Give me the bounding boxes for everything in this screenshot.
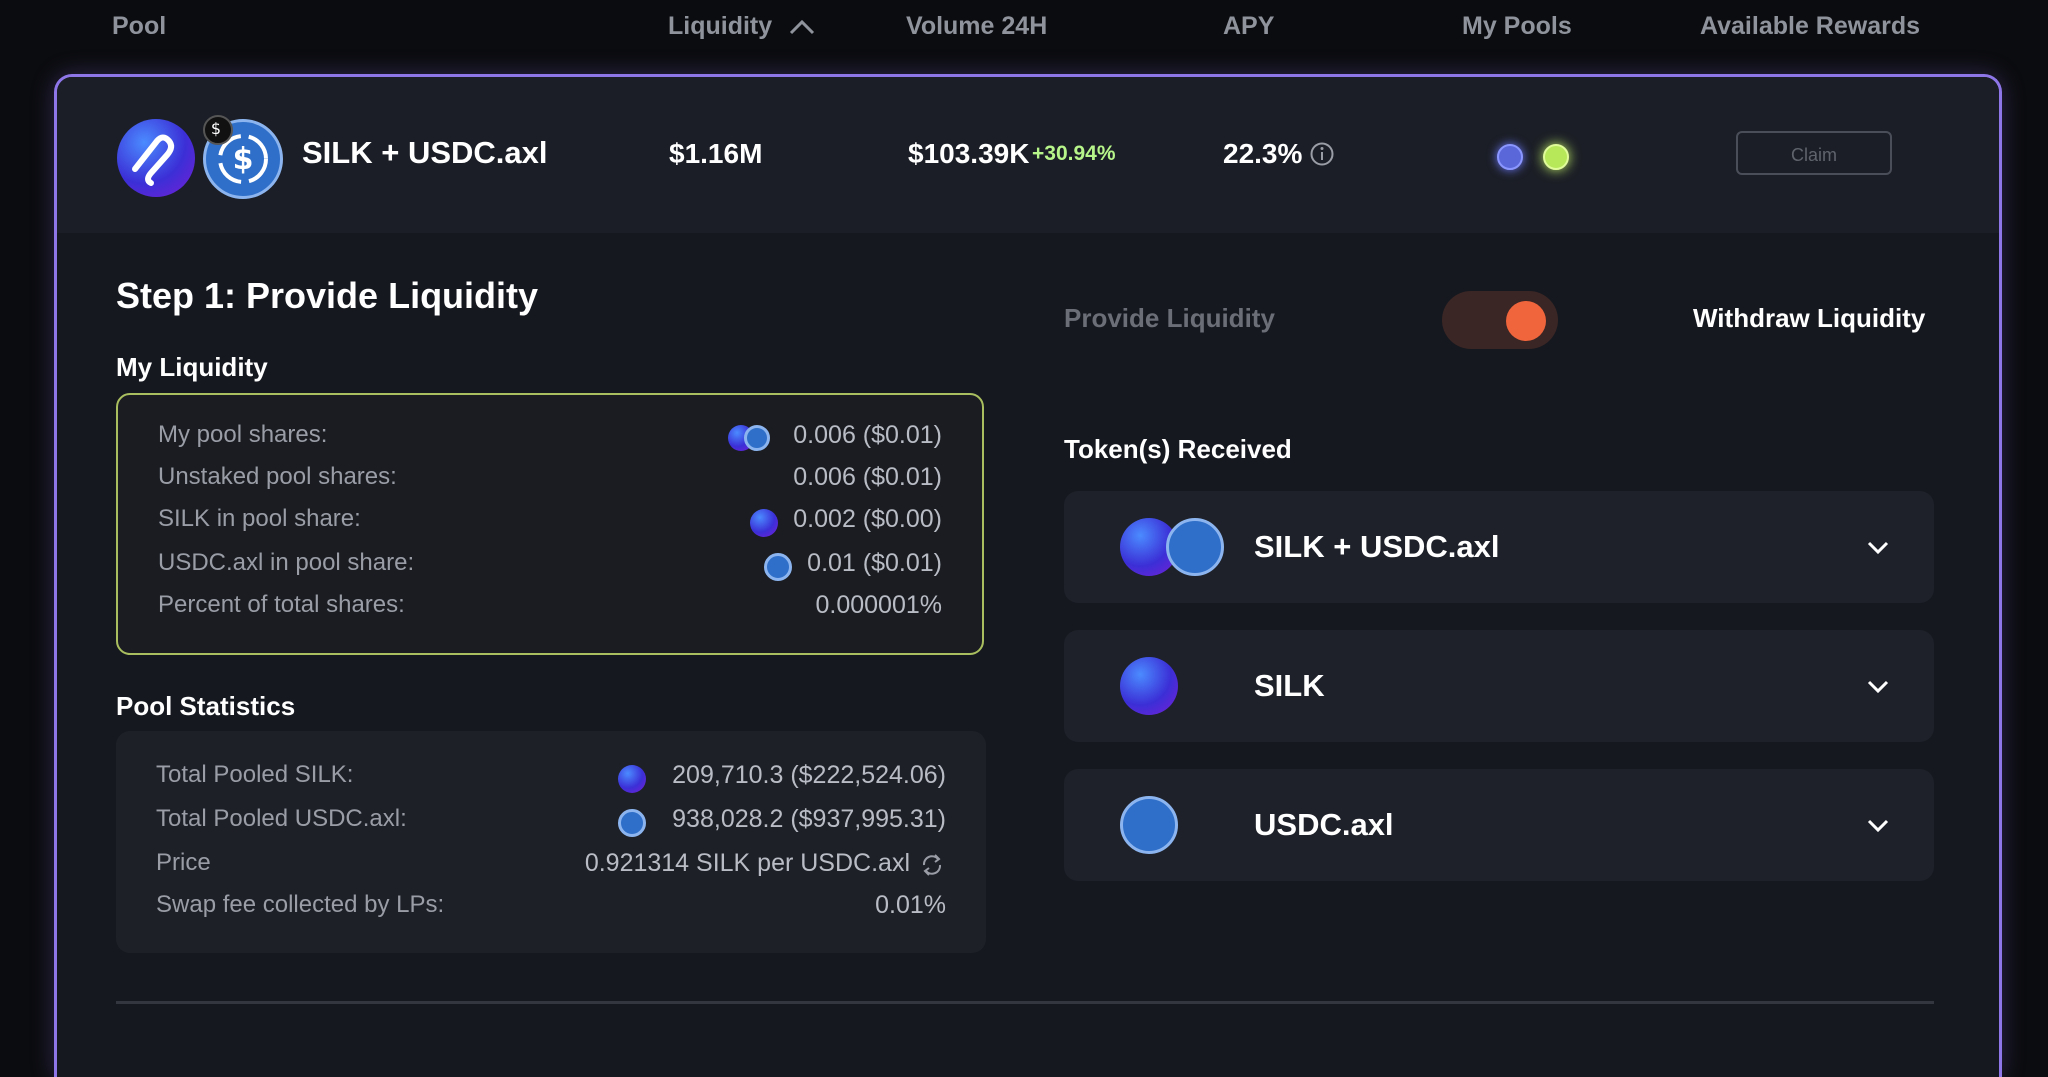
usdc-token-icon [618,809,646,837]
usdc-token-icon [744,425,770,451]
pool-apy: 22.3% [1223,138,1303,169]
silk-in-pool-value: 0.002 ($0.00) [793,505,942,533]
swap-price-icon[interactable] [918,851,946,879]
my-liquidity-box: My pool shares: 0.006 ($0.01) Unstaked p… [116,393,984,655]
axelar-badge-icon: $ [203,115,233,145]
token-name: SILK [1254,668,1325,703]
total-pooled-silk-value: 209,710.3 ($222,524.06) [672,761,946,789]
total-pooled-usdc-label: Total Pooled USDC.axl: [156,805,407,832]
header-apy[interactable]: APY [1223,12,1275,40]
usdc-token-icon [764,553,792,581]
sort-ascending-icon[interactable] [788,16,816,38]
percent-total-shares-value: 0.000001% [815,591,942,619]
silk-token-icon [750,509,778,537]
my-pool-shares-value: 0.006 ($0.01) [793,421,942,449]
pool-name: SILK + USDC.axl [302,135,548,170]
swap-fee-label: Swap fee collected by LPs: [156,891,445,918]
usdc-token-icon: $ [203,119,283,199]
header-available-rewards[interactable]: Available Rewards [1700,12,1921,40]
table-header: Pool Liquidity Volume 24H APY My Pools A… [0,0,2048,56]
unstaked-pool-shares-label: Unstaked pool shares: [158,463,397,490]
total-pooled-usdc-value: 938,028.2 ($937,995.31) [672,805,946,833]
price-value: 0.921314 SILK per USDC.axl [584,849,910,877]
pool-statistics-title: Pool Statistics [116,691,296,721]
svg-text:$: $ [233,142,254,177]
pool-liquidity: $1.16M [669,138,763,169]
info-icon[interactable] [1309,141,1335,167]
my-pools-indicator-blue [1497,144,1523,170]
volume-change: +30.94% [1032,142,1116,165]
my-pools-indicator-green [1543,144,1569,170]
pool-statistics-box: Total Pooled SILK: 209,710.3 ($222,524.0… [116,731,986,953]
silk-token-icon [117,119,195,197]
token-name: SILK + USDC.axl [1254,529,1500,564]
toggle-knob [1506,301,1546,341]
swap-fee-value: 0.01% [875,891,946,919]
my-liquidity-title: My Liquidity [116,352,268,382]
provide-liquidity-label[interactable]: Provide Liquidity [1064,303,1275,333]
header-volume[interactable]: Volume 24H [906,12,1048,40]
price-label: Price [156,849,211,876]
claim-button[interactable]: Claim [1736,131,1892,175]
silk-token-icon [618,765,646,793]
liquidity-mode-toggle[interactable] [1442,291,1558,349]
pool-volume: $103.39K [908,138,1030,169]
svg-text:$: $ [211,119,221,138]
chevron-down-icon[interactable] [1864,813,1892,837]
usdc-in-pool-value: 0.01 ($0.01) [807,549,942,577]
usdc-token-icon [1166,518,1224,576]
header-pool: Pool [112,12,167,40]
usdc-token-icon [1120,796,1178,854]
token-name: USDC.axl [1254,807,1394,842]
token-received-item[interactable]: SILK [1064,630,1934,742]
unstaked-pool-shares-value: 0.006 ($0.01) [793,463,942,491]
token-received-item[interactable]: SILK + USDC.axl [1064,491,1934,603]
withdraw-liquidity-label[interactable]: Withdraw Liquidity [1693,303,1926,333]
pool-card: $ $ SILK + USDC.axl $1.16M $103.39K +30.… [54,74,2002,1077]
divider [116,1001,1934,1004]
silk-token-icon [1120,657,1178,715]
pool-row[interactable]: $ $ SILK + USDC.axl $1.16M $103.39K +30.… [57,77,1999,233]
header-my-pools[interactable]: My Pools [1462,12,1572,40]
my-pool-shares-label: My pool shares: [158,421,328,448]
usdc-in-pool-label: USDC.axl in pool share: [158,549,415,576]
token-received-item[interactable]: USDC.axl [1064,769,1934,881]
percent-total-shares-label: Percent of total shares: [158,591,405,618]
chevron-down-icon[interactable] [1864,535,1892,559]
tokens-received-title: Token(s) Received [1064,434,1292,464]
total-pooled-silk-label: Total Pooled SILK: [156,761,354,788]
chevron-down-icon[interactable] [1864,674,1892,698]
step-title: Step 1: Provide Liquidity [116,275,539,316]
silk-in-pool-label: SILK in pool share: [158,505,361,532]
header-liquidity[interactable]: Liquidity [668,12,773,40]
